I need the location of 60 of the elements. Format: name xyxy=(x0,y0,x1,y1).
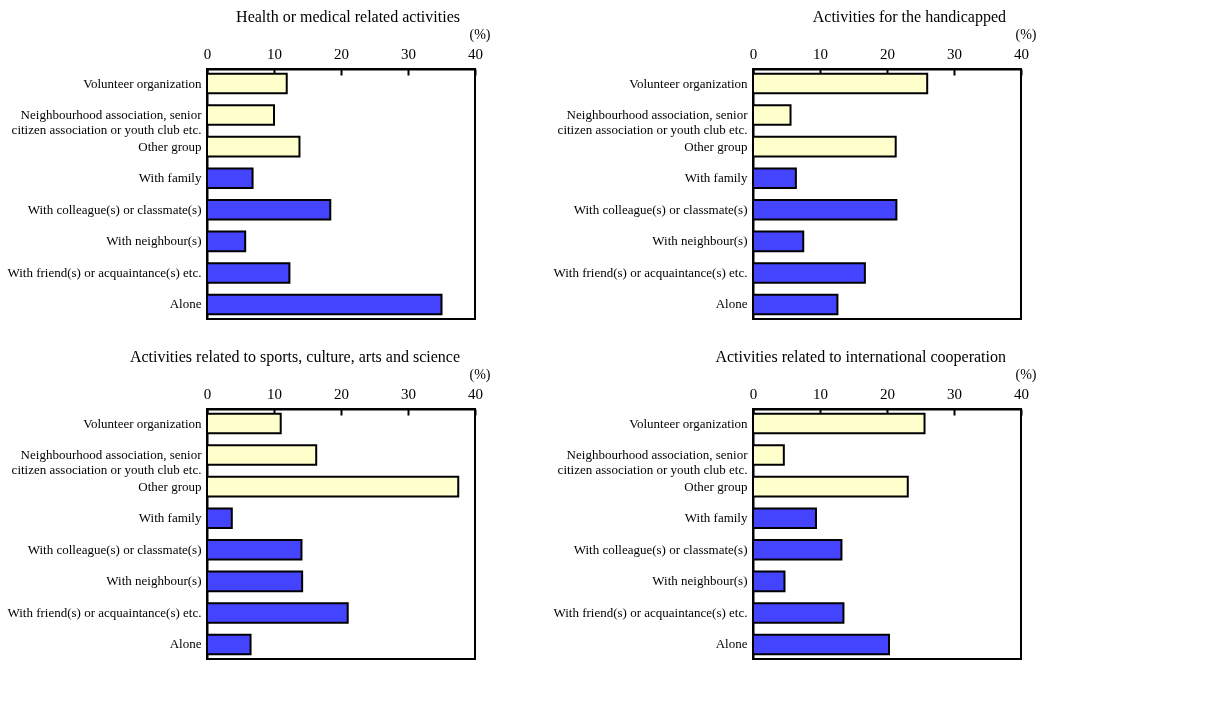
y-tick-label: Neighbourhood association, senior citizen association or youth club etc. xyxy=(557,447,749,478)
x-tick-label: 0 xyxy=(749,45,758,62)
y-tick-label: With family xyxy=(684,510,748,526)
x-tick-label: 40 xyxy=(468,385,483,402)
chart-title: Activities for the handicapped xyxy=(812,8,1006,26)
x-tick-label: 40 xyxy=(1014,385,1029,402)
chart-title: Health or medical related activities xyxy=(236,8,460,25)
y-tick-label: Volunteer organization xyxy=(629,75,748,91)
x-axis-title: (%) xyxy=(469,366,491,383)
y-tick-label: Volunteer organization xyxy=(629,415,748,431)
x-tick-label: 30 xyxy=(401,45,416,62)
x-tick-label: 10 xyxy=(267,385,282,402)
y-tick-label: Alone xyxy=(715,636,748,652)
y-tick-label: With colleague(s) or classmate(s) xyxy=(27,541,202,557)
y-tick-label: Alone xyxy=(169,296,202,312)
y-tick-label: Volunteer organization xyxy=(83,415,202,431)
y-tick-label: With friend(s) or acquaintance(s) etc. xyxy=(7,264,202,280)
y-tick-label: With colleague(s) or classmate(s) xyxy=(573,541,748,557)
x-axis-title: (%) xyxy=(1015,366,1037,383)
y-tick-label: Neighbourhood association, senior citizen association or youth club etc. xyxy=(557,107,749,138)
y-tick-label: Volunteer organization xyxy=(83,75,202,91)
y-tick-label: With friend(s) or acquaintance(s) etc. xyxy=(553,264,748,280)
x-tick-label: 0 xyxy=(203,45,212,62)
y-tick-label: With neighbour(s) xyxy=(652,573,748,589)
y-tick-label: With friend(s) or acquaintance(s) etc. xyxy=(7,604,202,620)
x-tick-label: 10 xyxy=(267,45,282,62)
x-tick-label: 20 xyxy=(334,45,349,62)
y-tick-label: With family xyxy=(138,170,202,186)
x-tick-label: 10 xyxy=(813,45,828,62)
y-tick-label: With colleague(s) or classmate(s) xyxy=(573,201,748,217)
y-tick-label: Neighbourhood association, senior citizen association or youth club etc. xyxy=(11,107,203,138)
x-tick-label: 30 xyxy=(947,45,962,62)
x-tick-label: 0 xyxy=(749,385,758,402)
y-tick-label: With colleague(s) or classmate(s) xyxy=(27,201,202,217)
y-tick-label: With friend(s) or acquaintance(s) etc. xyxy=(553,604,748,620)
y-tick-label: Other group xyxy=(684,478,748,494)
y-tick-label: With family xyxy=(684,170,748,186)
y-tick-label: With family xyxy=(138,510,202,526)
x-tick-label: 10 xyxy=(813,385,828,402)
y-tick-label: Other group xyxy=(684,138,748,154)
y-tick-label: With neighbour(s) xyxy=(652,233,748,249)
x-tick-label: 30 xyxy=(401,385,416,402)
chart-title: Activities related to sports, culture, arts and science xyxy=(129,348,460,366)
x-tick-label: 0 xyxy=(203,385,212,402)
chart-title: Activities related to international cooperation xyxy=(715,348,1006,366)
x-tick-label: 30 xyxy=(947,385,962,402)
y-tick-label: Other group xyxy=(138,478,202,494)
y-tick-label: Neighbourhood association, senior citizen association or youth club etc. xyxy=(11,447,203,478)
y-tick-label: Alone xyxy=(169,636,202,652)
x-tick-label: 40 xyxy=(1014,45,1029,62)
y-tick-label: Other group xyxy=(138,138,202,154)
x-tick-label: 20 xyxy=(880,45,895,62)
x-tick-label: 20 xyxy=(880,385,895,402)
x-axis-title: (%) xyxy=(1015,26,1037,43)
x-tick-label: 40 xyxy=(468,45,483,62)
y-tick-label: With neighbour(s) xyxy=(106,233,202,249)
x-tick-label: 20 xyxy=(334,385,349,402)
x-axis-title: (%) xyxy=(469,26,491,43)
y-tick-label: With neighbour(s) xyxy=(106,573,202,589)
y-tick-label: Alone xyxy=(715,296,748,312)
